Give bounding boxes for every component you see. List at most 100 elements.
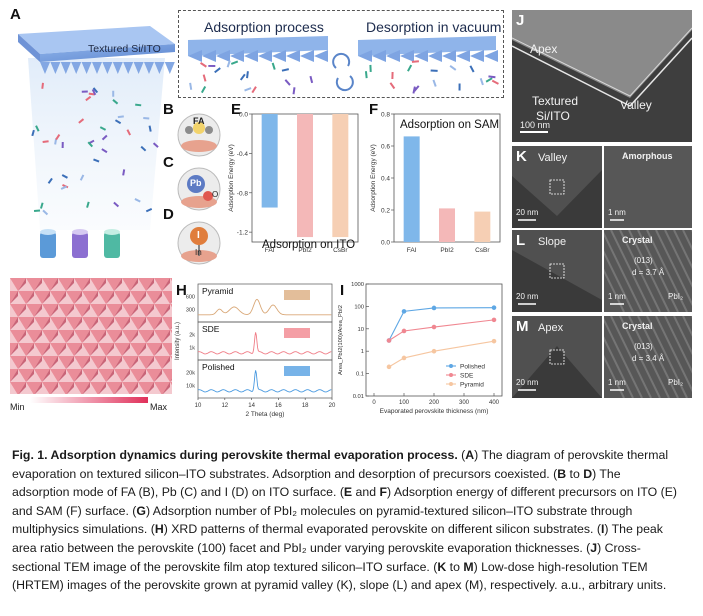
molecule (117, 115, 124, 119)
heat-cell (162, 317, 172, 330)
inset-tooth (300, 50, 314, 62)
panel-site-label: Valley (538, 152, 568, 164)
heat-cell-shadow (58, 369, 66, 382)
molecule (81, 90, 88, 93)
chart-e-title: Adsorption on ITO (262, 239, 355, 251)
heat-cell-shadow (122, 291, 130, 304)
inset-molecule (202, 74, 207, 82)
inset-tooth (428, 50, 442, 62)
heat-cell (98, 343, 114, 356)
heat-cell-shadow (170, 378, 172, 382)
y-tick-label: 0.01 (353, 394, 364, 400)
heat-cell (58, 278, 74, 291)
series-point (491, 317, 497, 323)
heat-cell-shadow (154, 291, 162, 304)
heat-cell (18, 291, 34, 304)
xrd-x-axis-label: 2 Theta (deg) (246, 411, 285, 418)
x-tick-label: CsBr (475, 247, 490, 254)
panel-g-min: Min (10, 402, 25, 412)
bar (332, 114, 349, 238)
heat-cell-shadow (10, 369, 18, 382)
caption-segment: J (590, 540, 598, 555)
heat-cell (90, 330, 106, 343)
pyramid-tooth (144, 62, 154, 74)
bar (297, 114, 313, 238)
heat-cell-shadow (146, 356, 154, 369)
heat-cell-shadow (34, 382, 42, 394)
caption-segment: I (600, 522, 605, 537)
heat-cell-shadow (170, 300, 172, 304)
y-tick-label: 1 (361, 349, 364, 355)
caption-segment: M (463, 559, 474, 574)
heat-cell-shadow (170, 352, 172, 356)
molecule (152, 142, 159, 148)
heat-cell (18, 369, 34, 382)
inset-tooth (400, 50, 414, 62)
heat-cell (138, 304, 154, 317)
heat-cell (130, 369, 146, 382)
heat-cell-shadow (138, 369, 146, 382)
heat-cell (18, 317, 34, 330)
molecule (87, 141, 94, 148)
heat-cell-shadow (122, 343, 130, 356)
inset-molecule (246, 71, 249, 79)
heat-cell-shadow (130, 330, 138, 343)
inset-tooth (372, 50, 386, 62)
panel-j-valley: Valley (620, 98, 652, 112)
inset-molecule (411, 60, 419, 63)
legend-label: Polished (460, 364, 485, 371)
heat-cell (114, 291, 130, 304)
heat-cell (170, 382, 172, 386)
inset-tooth (188, 50, 202, 62)
heat-cell (146, 369, 162, 382)
inset-molecule (469, 65, 475, 73)
heat-cell-shadow (130, 356, 138, 369)
substrate-icon (284, 290, 310, 300)
heat-cell (50, 317, 66, 330)
inset-molecule (239, 73, 246, 81)
inset-molecule (389, 82, 396, 90)
molecule (148, 125, 152, 132)
zoom-d-spacing: d = 3.7 Å (632, 268, 665, 277)
panel-c-atom2: O (212, 190, 219, 199)
molecule (91, 88, 97, 96)
molecule (31, 129, 35, 137)
inset-tooth (456, 50, 470, 62)
molecule (112, 99, 119, 105)
series-point (401, 328, 407, 334)
inset-molecule (449, 65, 457, 71)
heat-cell-shadow (162, 356, 170, 369)
heat-cell (42, 278, 58, 291)
chart-e: 0.0 -0.4 -0.8 -1.2 FAI PbI2 CsBr Adsorption Ene… (228, 112, 359, 254)
heat-cell (58, 356, 74, 369)
bar (403, 136, 420, 242)
molecule (140, 145, 147, 152)
heat-cell (74, 382, 90, 394)
inset-molecule (200, 62, 207, 68)
zoom-scale: 1 nm (608, 292, 626, 301)
x-tick-label: 0 (372, 400, 376, 406)
panel-scale: 20 nm (516, 292, 539, 301)
heat-cell-shadow (18, 304, 26, 317)
inset-molecule (391, 71, 394, 80)
heat-cell (82, 317, 98, 330)
heat-cell-shadow (122, 317, 130, 330)
series-point (431, 348, 437, 354)
inset-molecule (281, 68, 290, 72)
caption-line: evaporation on textured silicon–ITO subs… (12, 465, 696, 484)
molecule (39, 202, 44, 209)
caption-segment: Fig. 1. Adsorption dynamics during perov… (12, 448, 458, 462)
heat-cell (42, 330, 58, 343)
series-point (386, 338, 392, 343)
inset-molecule (369, 64, 372, 72)
heat-cell (34, 317, 50, 330)
heat-cell (146, 291, 162, 304)
y-axis-label: Adsorption Energy (eV) (370, 144, 377, 212)
heat-cell-shadow (18, 330, 26, 343)
xrd-series-name: Pyramid (202, 286, 233, 296)
x-tick-label: 400 (489, 400, 500, 406)
heat-cell (34, 343, 50, 356)
heat-cell (50, 369, 66, 382)
caption-line: and SAM (F) surface. (G) Adsorption numb… (12, 502, 696, 521)
heat-cell-shadow (106, 369, 114, 382)
